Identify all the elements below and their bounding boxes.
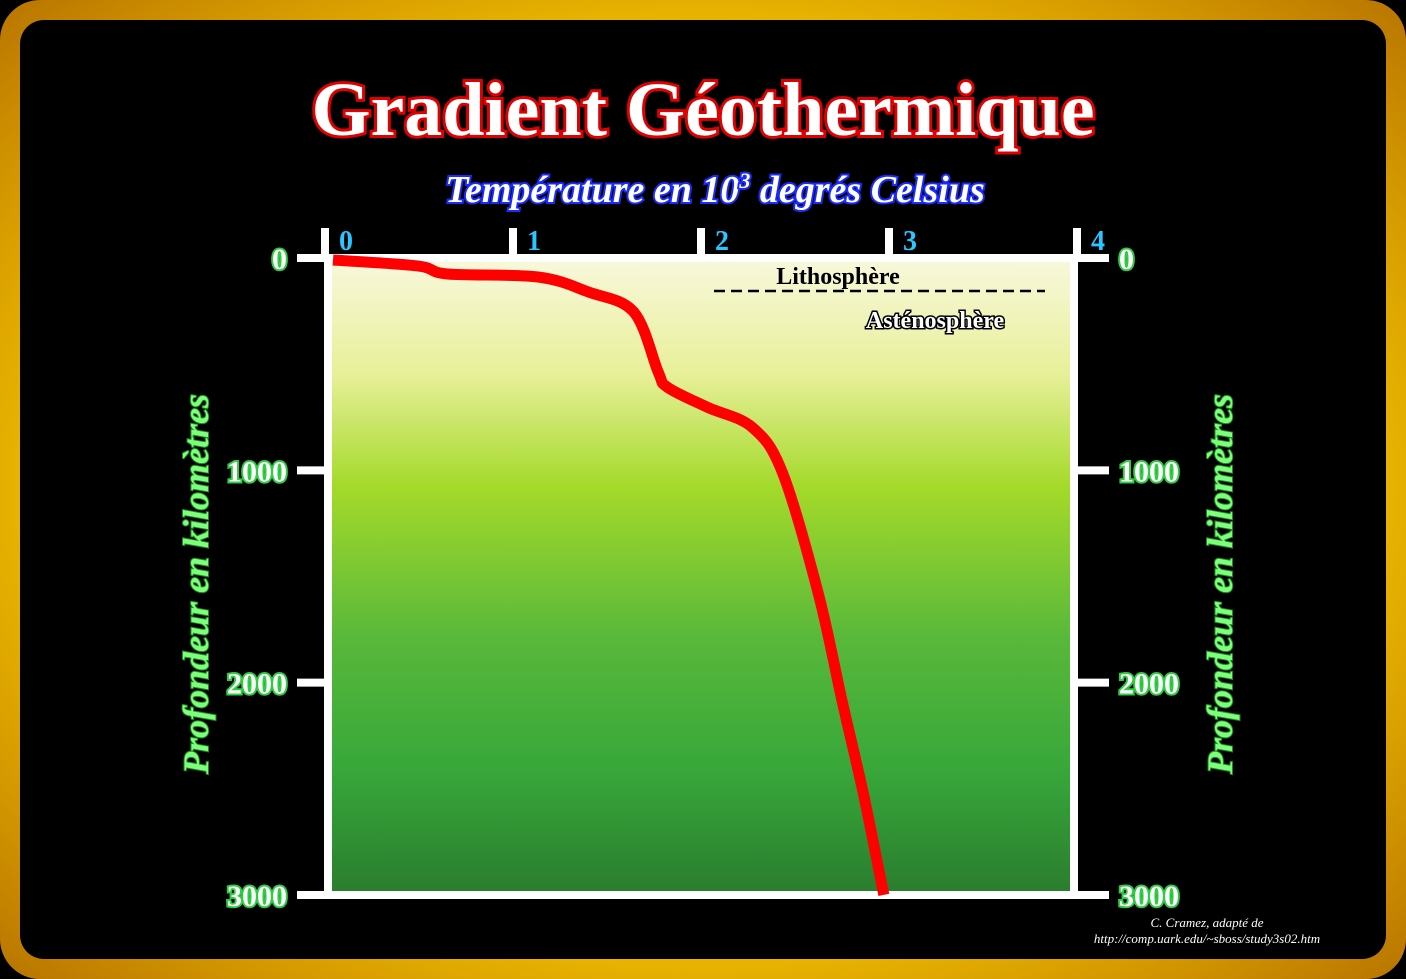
plot-background [330, 258, 1075, 894]
x-axis-label-rest: degrés Celsius [750, 169, 984, 211]
y-tick-label-right: 3000 [1119, 880, 1179, 913]
y-tick-label-left: 2000 [227, 668, 287, 701]
y-tick-label-right: 2000 [1119, 668, 1179, 701]
x-tick-label: 0 [339, 226, 353, 257]
y-tick-label-left: 0 [272, 243, 287, 276]
x-tick-label: 2 [715, 226, 729, 257]
y-axis-label-right: Profondeur en kilomètres [1200, 394, 1240, 775]
y-tick-label-left: 1000 [227, 455, 287, 488]
annotation-asthenosphere: Asténosphère [866, 308, 1005, 334]
y-axis-label-left: Profondeur en kilomètres [176, 394, 216, 775]
credit-line-2: http://comp.uark.edu/~sboss/study3s02.ht… [1094, 931, 1320, 946]
y-tick-label-right: 1000 [1119, 455, 1179, 488]
temperature-curve [332, 254, 890, 896]
x-axis-label-exponent: 3 [738, 168, 750, 193]
annotation-lithosphere: Lithosphère [776, 264, 900, 290]
x-axis-label-base: Température en 10 [445, 169, 739, 211]
x-axis-label: Température en 103 degrés Celsius [445, 168, 985, 211]
x-tick-label: 1 [527, 226, 541, 257]
chart-title: Gradient Géothermique [311, 68, 1094, 152]
x-tick-label: 3 [903, 226, 917, 257]
x-tick-label: 4 [1091, 226, 1105, 257]
credit-line-1: C. Cramez, adapté de [1150, 915, 1263, 930]
y-tick-label-right: 0 [1119, 243, 1134, 276]
y-tick-label-left: 3000 [227, 880, 287, 913]
